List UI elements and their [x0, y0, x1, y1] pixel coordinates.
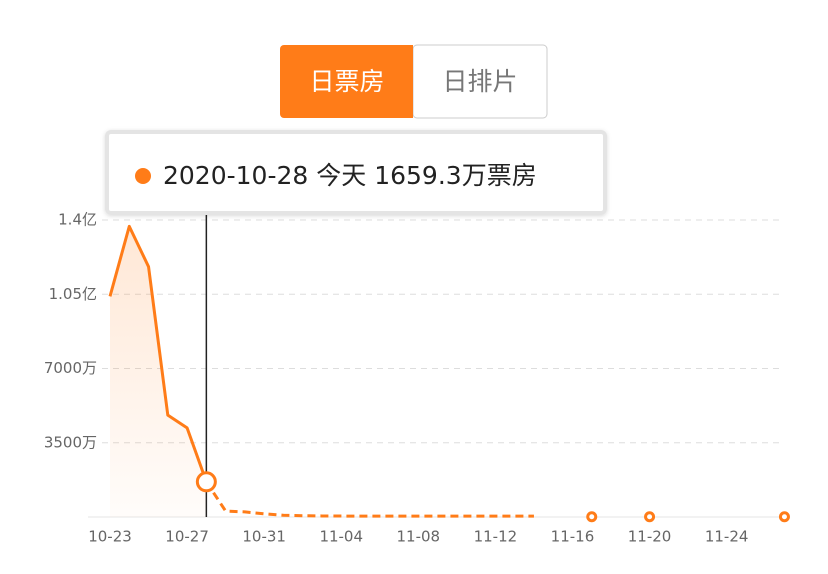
y-tick-label: 3500万	[44, 433, 97, 451]
tooltip-day: 今天	[316, 161, 366, 190]
selected-point	[195, 471, 217, 493]
x-tick-label: 10-31	[242, 528, 286, 546]
area	[110, 226, 207, 517]
y-tick-label: 1.05亿	[49, 285, 97, 303]
y-tick-label: 7000万	[44, 359, 97, 377]
x-tick-label: 11-04	[319, 528, 363, 546]
series-line	[108, 224, 208, 483]
series-line	[205, 480, 534, 518]
tab-active[interactable]: 日票房	[309, 67, 384, 96]
tooltip-box	[105, 130, 607, 215]
tab-inactive[interactable]: 日排片	[442, 67, 517, 96]
tooltip-text: 2020-10-28 今天 1659.3万票房	[163, 161, 537, 190]
y-tick-label: 1.4亿	[58, 211, 97, 229]
x-tick-label: 11-24	[705, 528, 749, 546]
point-marker	[778, 511, 790, 523]
point-marker	[644, 511, 656, 523]
tooltip-date: 2020-10-28	[163, 161, 308, 190]
x-tick-label: 11-20	[628, 528, 672, 546]
x-tick-label: 11-16	[551, 528, 595, 546]
plot: 3500万 7000万 1.05亿 1.4亿 10-23 10-27 10-31 11-04 1…	[44, 211, 790, 546]
tooltip-value: 1659.3万票房	[374, 161, 536, 190]
tooltip-dot	[135, 168, 151, 184]
x-tick-label: 11-12	[474, 528, 518, 546]
tooltip: 2020-10-28 今天 1659.3万票房	[105, 130, 607, 215]
x-tick-label: 10-23	[88, 528, 132, 546]
point-marker	[586, 511, 598, 523]
tabs: 日票房 日排片	[280, 44, 548, 119]
x-tick-label: 10-27	[165, 528, 209, 546]
x-tick-label: 11-08	[397, 528, 441, 546]
tab-active-bg[interactable]	[280, 45, 413, 118]
